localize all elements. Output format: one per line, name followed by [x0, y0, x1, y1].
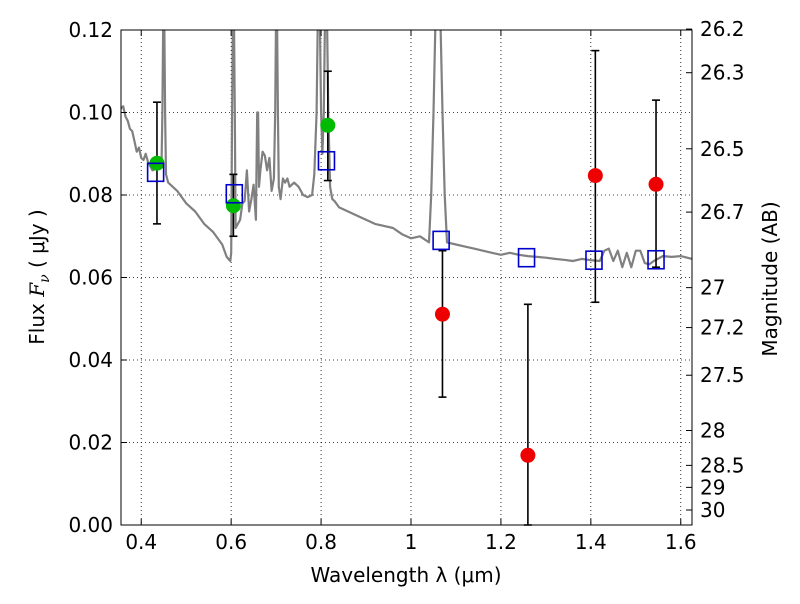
x-axis-label: Wavelength λ (μm) — [310, 563, 501, 587]
observed-flux-point — [520, 447, 536, 463]
model-photometry-square — [432, 230, 450, 251]
model-photometry-square — [585, 250, 603, 270]
magnitude-tick-label: 28.5 — [700, 453, 745, 477]
plot-frame — [120, 29, 693, 526]
x-tick-label: 0.8 — [305, 530, 337, 554]
x-tick-label: 1.6 — [665, 530, 697, 554]
y-tick-label: 0.04 — [68, 348, 113, 372]
x-tick-label: 1.4 — [575, 530, 607, 554]
data-markers — [146, 117, 665, 463]
magnitude-tick-label: 27.5 — [700, 363, 745, 387]
y-tick-label: 0.00 — [68, 513, 113, 537]
magnitude-tick-label: 29 — [700, 475, 725, 499]
y-tick-label: 0.10 — [68, 101, 113, 125]
model-spectrum-line — [121, 30, 692, 269]
y-axis-ticks: 0.00 0.02 0.04 0.06 0.08 0.10 0.12 — [68, 18, 127, 537]
x-tick-label: 1 — [405, 530, 418, 554]
error-bars — [152, 49, 661, 526]
magnitude-tick-label: 30 — [700, 498, 725, 522]
model-spectrum — [121, 30, 692, 269]
magnitude-tick-label: 28 — [700, 419, 725, 443]
magnitude-tick-label: 26.7 — [700, 200, 745, 224]
observed-flux-point — [587, 168, 603, 184]
x-tick-label: 1.2 — [485, 530, 517, 554]
magnitude-tick-label: 26.5 — [700, 137, 745, 161]
grid-lines — [121, 29, 692, 526]
observed-flux-point — [225, 198, 241, 214]
observed-flux-point — [648, 176, 664, 192]
x-axis-ticks: 0.4 0.6 0.8 1 1.2 1.4 1.6 — [125, 30, 697, 554]
magnitude-tick-label: 27.2 — [700, 316, 745, 340]
magnitude-tick-label: 26.2 — [700, 17, 745, 41]
y-tick-label: 0.12 — [68, 18, 113, 42]
y-tick-label: 0.08 — [68, 183, 113, 207]
magnitude-axis-label: Magnitude (AB) — [758, 201, 782, 356]
observed-flux-point — [320, 117, 336, 133]
model-photometry-square — [225, 183, 244, 204]
model-photometry-square — [647, 249, 665, 270]
observed-flux-point — [434, 306, 450, 322]
x-tick-label: 0.4 — [125, 530, 157, 554]
magnitude-tick-label: 27 — [700, 276, 725, 300]
x-tick-label: 0.6 — [215, 530, 247, 554]
y-axis-label: Flux Fν ( μJy ) — [25, 209, 53, 344]
y-tick-label: 0.06 — [68, 266, 113, 290]
magnitude-tick-label: 26.3 — [700, 61, 745, 85]
y-tick-label: 0.02 — [68, 431, 113, 455]
model-photometry-square — [517, 247, 536, 268]
model-photometry-square — [317, 150, 336, 171]
model-photometry-square — [146, 162, 165, 183]
